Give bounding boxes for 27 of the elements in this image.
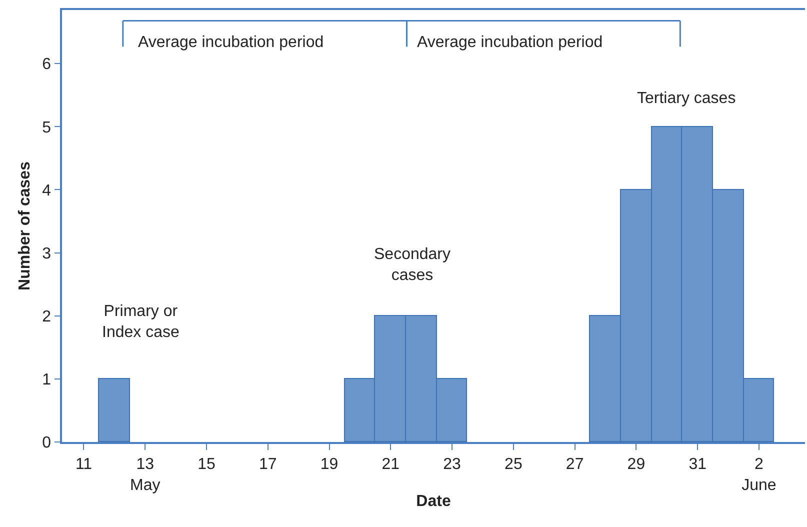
x-tick-label: 11 bbox=[75, 456, 92, 473]
x-tick-label: 31 bbox=[688, 456, 707, 473]
x-tick-label: 2 June bbox=[742, 456, 776, 494]
x-tick-label: 23 bbox=[443, 456, 462, 473]
x-axis-title: Date bbox=[416, 492, 451, 510]
y-tick-label: 2 bbox=[42, 308, 52, 326]
bar bbox=[98, 378, 130, 442]
y-tick-label: 6 bbox=[42, 56, 52, 74]
annotation: Average incubation period bbox=[417, 34, 603, 51]
y-tick-label: 3 bbox=[42, 245, 52, 262]
x-tick-label: 29 bbox=[627, 456, 646, 473]
x-tick-label: 25 bbox=[504, 456, 522, 473]
y-tick-label: 0 bbox=[42, 434, 52, 452]
annotation: Average incubation period bbox=[138, 34, 324, 51]
x-tick-label: 21 bbox=[382, 456, 400, 473]
y-axis-title: Number of cases bbox=[16, 161, 34, 290]
x-tick-label: 17 bbox=[258, 456, 277, 473]
x-tick-label: 19 bbox=[320, 456, 338, 473]
y-tick-label: 1 bbox=[42, 372, 52, 389]
y-tick-label: 4 bbox=[42, 182, 52, 200]
x-tick-label: 13 May bbox=[130, 456, 160, 494]
x-tick-label: 15 bbox=[198, 456, 216, 473]
annotation: Tertiary cases bbox=[637, 90, 736, 107]
y-tick-label: 5 bbox=[42, 119, 52, 136]
x-tick-label: 27 bbox=[566, 456, 584, 473]
annotation: Secondary cases bbox=[374, 246, 450, 284]
annotation: Primary or Index case bbox=[102, 303, 180, 341]
